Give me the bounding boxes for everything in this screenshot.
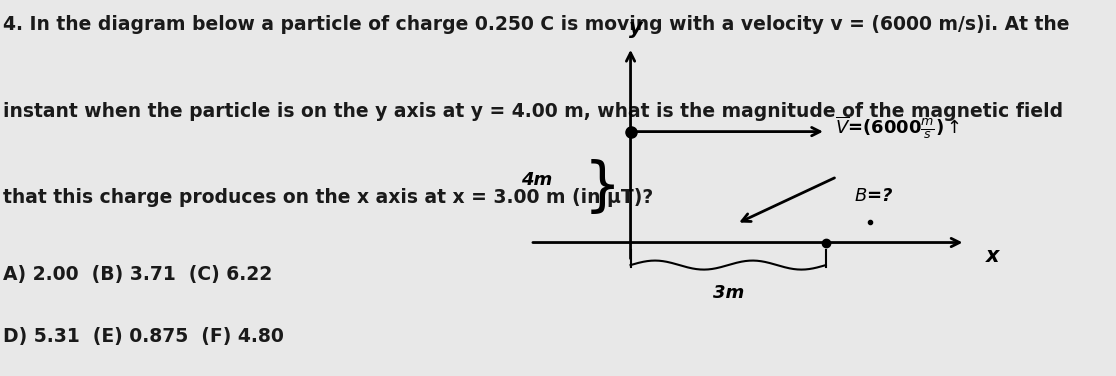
Text: 3m: 3m [712,284,744,302]
Text: y: y [629,18,643,38]
Text: that this charge produces on the x axis at x = 3.00 m (in μT)?: that this charge produces on the x axis … [3,188,654,207]
Text: 4m: 4m [521,171,552,188]
Text: instant when the particle is on the y axis at y = 4.00 m, what is the magnitude : instant when the particle is on the y ax… [3,102,1064,121]
Text: A) 2.00  (B) 3.71  (C) 6.22: A) 2.00 (B) 3.71 (C) 6.22 [3,265,272,284]
Text: D) 5.31  (E) 0.875  (F) 4.80: D) 5.31 (E) 0.875 (F) 4.80 [3,327,285,346]
Text: x: x [985,246,999,266]
Text: 4. In the diagram below a particle of charge 0.250 C is moving with a velocity v: 4. In the diagram below a particle of ch… [3,15,1070,34]
Text: $\overline{V}$=(6000$\frac{m}{s}$)$\uparrow$: $\overline{V}$=(6000$\frac{m}{s}$)$\upar… [835,115,960,141]
Text: }: } [584,159,622,215]
Text: $B$=?: $B$=? [854,186,893,205]
